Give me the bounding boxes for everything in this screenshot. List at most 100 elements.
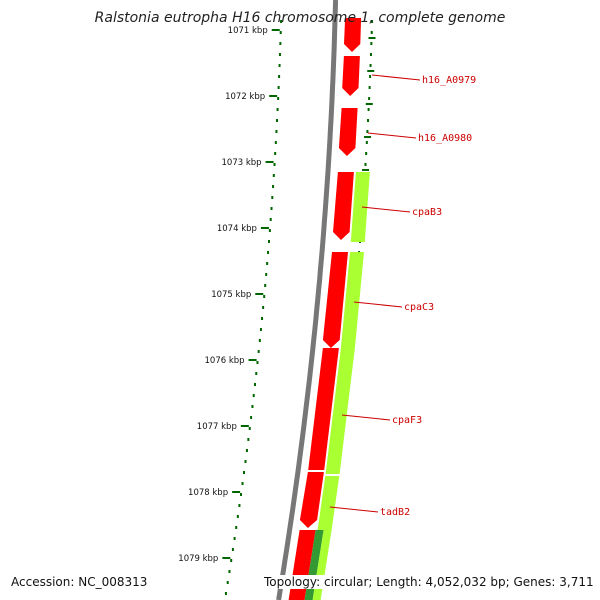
gene-label: cpaF3: [392, 415, 422, 426]
accession-text: Accession: NC_008313: [9, 575, 150, 589]
callout-line: [367, 132, 417, 139]
tick-label: 1073 kbp: [222, 158, 262, 168]
tick-label: 1075 kbp: [211, 290, 251, 300]
outer-guide-dot: [370, 42, 373, 45]
inner-guide-dot: [233, 537, 236, 540]
outer-guide-dot: [365, 152, 368, 155]
inner-guide-dot: [226, 581, 229, 584]
inner-guide-dot: [231, 548, 234, 551]
tick-label: 1078 kbp: [188, 488, 228, 498]
inner-guide-dot: [228, 570, 231, 573]
inner-guide-dot: [243, 471, 246, 474]
inner-guide-dot: [252, 394, 255, 397]
gene-label: h16_A0979: [422, 75, 476, 86]
genome-summary-text: Topology: circular; Length: 4,052,032 bp…: [262, 575, 596, 589]
inner-guide-dot: [266, 262, 269, 265]
inner-guide-dot: [267, 251, 270, 254]
inner-guide-dot: [239, 493, 242, 496]
gene-label: h16_A0980: [418, 133, 472, 144]
inner-guide-dot: [276, 119, 279, 122]
inner-guide-dot: [272, 185, 275, 188]
callout-line: [371, 74, 421, 81]
callout-line: [361, 206, 411, 213]
inner-guide-dot: [278, 64, 281, 67]
outer-guide-dot: [368, 97, 371, 100]
outer-guide-dot: [367, 119, 370, 122]
gene-segment: [340, 252, 364, 348]
outer-guide-dot: [369, 75, 372, 78]
inner-guide-dot: [241, 482, 244, 485]
tick-label: 1079 kbp: [178, 554, 218, 564]
inner-guide-dot: [261, 317, 264, 320]
cds-arrow: [322, 252, 348, 348]
outer-guide-dot: [366, 130, 369, 133]
cds-arrow: [338, 108, 358, 156]
inner-guide-dot: [258, 339, 261, 342]
inner-guide-dot: [271, 196, 274, 199]
inner-guide-dot: [275, 130, 278, 133]
feature-labels: h16_A0979 h16_A0980 cpaB3 cpaC3 cpaF3 tadB2: [329, 74, 476, 518]
outer-guide-dot: [369, 53, 372, 56]
inner-guide-dot: [278, 75, 281, 78]
inner-guide-dot: [262, 306, 265, 309]
inner-guide-dot: [273, 163, 276, 166]
outer-guide-dot: [369, 64, 372, 67]
inner-guide-dot: [235, 526, 238, 529]
inner-guide-dot: [248, 427, 251, 430]
inner-guide-dot: [257, 350, 260, 353]
callout-line: [341, 414, 391, 421]
inner-guide-dot: [259, 328, 262, 331]
inner-guide-dot: [277, 86, 280, 89]
inner-guide-dot: [247, 438, 250, 441]
inner-guide-dot: [279, 42, 282, 45]
gene-label: tadB2: [380, 507, 410, 518]
backbone-line: [276, 0, 339, 600]
inner-guide-dot: [265, 273, 268, 276]
outer-guide-dot: [365, 141, 368, 144]
cds-segment: [308, 348, 339, 470]
inner-guide-dot: [254, 383, 257, 386]
callout-line: [353, 301, 403, 308]
inner-guide-dot: [272, 174, 275, 177]
inner-guide-dot: [274, 141, 277, 144]
tick-label: 1072 kbp: [225, 92, 265, 102]
inner-guide-dot: [251, 405, 254, 408]
inner-guide-dot: [274, 152, 277, 155]
tick-label: 1076 kbp: [205, 356, 245, 366]
callout-line: [329, 506, 379, 513]
cds-arrow: [344, 18, 362, 52]
outer-guide-dot: [368, 86, 371, 89]
backbone: [276, 0, 339, 600]
gene-label: cpaC3: [404, 302, 434, 313]
inner-guide-dot: [278, 53, 281, 56]
inner-guide-dot: [255, 372, 258, 375]
inner-guide-dot: [224, 592, 227, 595]
tick-label: 1077 kbp: [197, 422, 237, 432]
inner-guide-dot: [263, 295, 266, 298]
outer-guide-dot: [364, 163, 367, 166]
outer-guide-dot: [371, 20, 374, 23]
inner-guide-dot: [268, 229, 271, 232]
map-title: Ralstonia eutropha H16 chromosome 1, com…: [94, 10, 506, 26]
outer-guide-dot: [370, 31, 373, 34]
tick-label: 1074 kbp: [217, 224, 257, 234]
inner-guide-dot: [279, 31, 282, 34]
cds-arrow: [299, 472, 324, 528]
gene-segment: [325, 348, 355, 474]
inner-guide-dot: [250, 416, 253, 419]
outer-guide-dot: [367, 108, 370, 111]
inner-guide-dot: [238, 504, 241, 507]
inner-guide-dot: [244, 460, 247, 463]
inner-guide-dot: [276, 108, 279, 111]
inner-guide-dot: [236, 515, 239, 518]
gene-segment: [317, 476, 340, 530]
inner-guide-dot: [256, 361, 259, 364]
inner-guide-dot: [267, 240, 270, 243]
tick-label: 1071 kbp: [228, 26, 268, 36]
inner-guide-dot: [269, 218, 272, 221]
inner-guide-dot: [277, 97, 280, 100]
gene-segment: [350, 172, 370, 242]
inner-guide-dot: [245, 449, 248, 452]
cds-arrow: [333, 172, 354, 240]
